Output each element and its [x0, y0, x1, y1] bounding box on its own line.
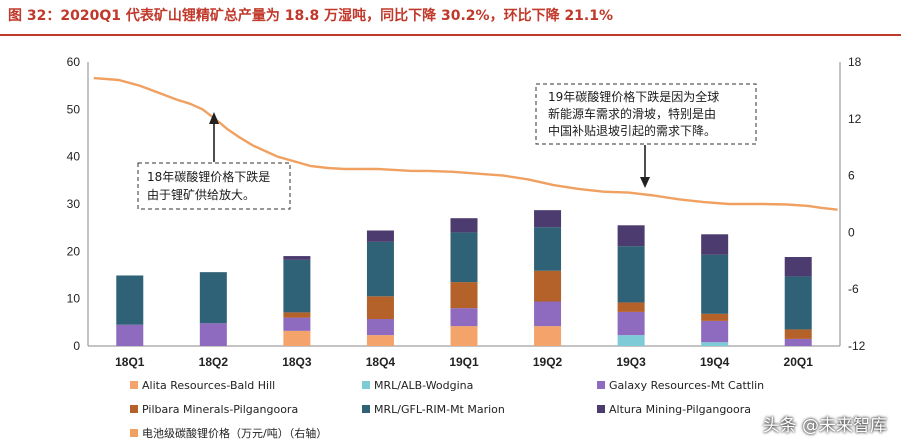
y-left-tick: 30 [67, 197, 81, 211]
watermark: 头条 @未来智库 [762, 416, 887, 436]
x-category-tick: 19Q1 [449, 355, 479, 369]
bar-segment-18Q3-s2 [283, 317, 311, 331]
legend-label: MRL/GFL-RIM-Mt Marion [374, 403, 505, 416]
bar-segment-19Q2-s2 [534, 301, 562, 327]
bar-segment-19Q4-s1 [701, 342, 729, 346]
x-category-tick: 18Q4 [366, 355, 396, 369]
annotation-text-2019: 19年碳酸锂价格下跌是因为全球 [548, 89, 719, 104]
bar-segment-19Q4-s4 [701, 254, 729, 314]
x-category-tick: 18Q2 [199, 355, 229, 369]
legend-swatch [362, 381, 370, 389]
bar-segment-19Q2-s0 [534, 326, 562, 346]
axis-ticks: 0 10 20 30 40 50 60 -12 -6 0 6 12 18 18Q1 18Q2 18Q3 18Q4… [67, 55, 866, 369]
bar-segment-18Q4-s4 [366, 241, 394, 297]
bar-segment-19Q1-s4 [450, 232, 478, 283]
y-left-tick: 20 [67, 244, 81, 258]
bar-segment-19Q3-s4 [617, 246, 645, 303]
bar-segment-19Q1-s3 [450, 282, 478, 309]
legend-swatch [597, 381, 605, 389]
bar-segment-18Q3-s4 [283, 259, 311, 313]
bar-segment-18Q3-s3 [283, 312, 311, 318]
y-left-tick: 50 [67, 102, 81, 116]
bar-segment-18Q3-s5 [283, 256, 311, 260]
bar-segment-18Q3-s0 [283, 330, 311, 346]
x-category-tick: 18Q3 [282, 355, 312, 369]
y-right-tick: 12 [848, 112, 862, 126]
bar-segment-19Q4-s2 [701, 320, 729, 343]
annotation-box-2018 [137, 162, 291, 210]
x-category-tick: 19Q3 [616, 355, 646, 369]
title-divider [0, 34, 901, 36]
annotation-text-2019: 中国补贴退坡引起的需求下降。 [548, 123, 716, 138]
bar-segment-19Q4-s3 [701, 313, 729, 321]
stacked-bars [116, 210, 812, 346]
bar-segment-18Q2-s4 [199, 272, 227, 324]
bar-segment-19Q3-s3 [617, 302, 645, 312]
annotation-box-2019 [535, 83, 757, 145]
legend-label: Alita Resources-Bald Hill [142, 379, 275, 392]
bar-segment-19Q2-s4 [534, 227, 562, 271]
legend-swatch [130, 405, 138, 413]
bar-segment-19Q3-s5 [617, 225, 645, 247]
bar-segment-19Q3-s1 [617, 335, 645, 346]
bar-segment-18Q1-s2 [116, 324, 144, 346]
bar-segment-19Q4-s5 [701, 234, 729, 255]
y-left-tick: 40 [67, 150, 81, 164]
bar-segment-18Q4-s0 [366, 335, 394, 346]
legend-swatch [130, 381, 138, 389]
y-left-tick: 0 [73, 339, 80, 353]
x-category-tick: 19Q4 [700, 355, 730, 369]
y-right-tick: 18 [848, 55, 862, 69]
bar-segment-18Q1-s4 [116, 275, 144, 325]
bar-segment-20Q1-s5 [784, 257, 812, 277]
price-line [93, 76, 838, 211]
bar-segment-19Q3-s2 [617, 311, 645, 336]
price-line-layer [93, 76, 838, 211]
legend-label: Galaxy Resources-Mt Cattlin [609, 379, 764, 392]
bar-segment-19Q2-s3 [534, 270, 562, 302]
y-right-tick: -12 [848, 339, 866, 353]
legend-label: Pilbara Minerals-Pilgangoora [142, 403, 298, 416]
bar-segment-19Q1-s0 [450, 326, 478, 346]
y-left-tick: 10 [67, 292, 81, 306]
y-left-tick: 60 [67, 55, 81, 69]
y-right-tick: -6 [848, 282, 859, 296]
bar-segment-20Q1-s4 [784, 276, 812, 330]
annotation-text-2018: 由于锂矿供给放大。 [147, 187, 255, 202]
y-right-tick: 6 [848, 169, 855, 183]
bar-segment-18Q4-s5 [366, 230, 394, 242]
legend-swatch [362, 405, 370, 413]
annotation-text-2019: 新能源车需求的滑坡，特别是由 [548, 106, 716, 121]
bar-segment-18Q4-s3 [366, 296, 394, 320]
bar-segment-18Q4-s2 [366, 319, 394, 336]
annotation-arrowhead-2018 [209, 112, 219, 124]
x-category-tick: 19Q2 [533, 355, 563, 369]
legend-swatch [597, 405, 605, 413]
bar-segment-18Q2-s2 [199, 323, 227, 346]
bar-segment-19Q2-s5 [534, 210, 562, 228]
legend-label: MRL/ALB-Wodgina [374, 379, 473, 392]
bar-segment-20Q1-s2 [784, 338, 812, 346]
legend-label: Altura Mining-Pilgangoora [609, 403, 751, 416]
x-category-tick: 20Q1 [784, 355, 814, 369]
chart-title: 图 32：2020Q1 代表矿山锂精矿总产量为 18.8 万湿吨，同比下降 30… [8, 8, 614, 24]
x-category-tick: 18Q1 [115, 355, 145, 369]
bar-segment-19Q1-s2 [450, 308, 478, 327]
bar-segment-19Q1-s5 [450, 218, 478, 233]
y-right-tick: 0 [848, 225, 855, 239]
legend: Alita Resources-Bald Hill MRL/ALB-Wodgina… [130, 379, 764, 440]
bar-segment-20Q1-s3 [784, 329, 812, 339]
annotation-text-2018: 18年碳酸锂价格下跌是 [147, 169, 270, 184]
legend-swatch-line [130, 429, 138, 437]
annotation-arrowhead-2019 [640, 177, 650, 188]
legend-label-line: 电池级碳酸锂价格（万元/吨）（右轴） [142, 426, 327, 440]
